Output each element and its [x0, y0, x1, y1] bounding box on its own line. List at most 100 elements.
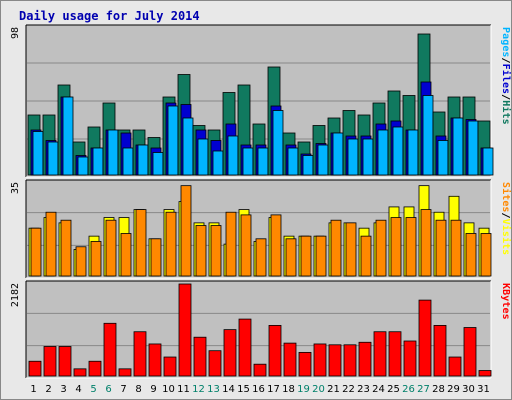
bar-pages-day-12 [197, 138, 209, 176]
bar-pages-day-7 [122, 147, 134, 176]
bar-sites-day-12 [195, 225, 207, 277]
bar-pages-day-16 [257, 147, 269, 176]
bar-pages-day-31 [482, 147, 494, 176]
bar-kbytes-day-9 [148, 343, 162, 377]
bar-pages-day-26 [407, 129, 419, 176]
day-label-12: 12 [192, 384, 205, 395]
bar-pages-day-25 [392, 126, 404, 176]
side-label-part: / [500, 58, 511, 64]
bar-kbytes-day-28 [433, 325, 447, 377]
bar-sites-day-18 [285, 238, 297, 277]
day-label-4: 4 [75, 384, 81, 395]
bar-kbytes-day-13 [208, 350, 222, 377]
bar-kbytes-day-20 [313, 343, 327, 377]
bar-sites-day-21 [330, 219, 342, 277]
bar-kbytes-day-8 [133, 331, 147, 377]
day-label-19: 19 [297, 384, 310, 395]
day-label-6: 6 [105, 384, 111, 395]
day-label-21: 21 [327, 384, 340, 395]
day-label-10: 10 [162, 384, 175, 395]
bar-pages-day-3 [62, 96, 74, 176]
bar-kbytes-day-6 [103, 322, 117, 377]
day-label-25: 25 [387, 384, 400, 395]
bar-kbytes-day-10 [163, 356, 177, 377]
bar-sites-day-28 [435, 219, 447, 277]
max-label-visits_sites: 35 [10, 182, 21, 194]
bar-sites-day-16 [255, 238, 267, 277]
bar-sites-day-17 [270, 214, 282, 277]
side-label-kbytes: KBytes [500, 283, 511, 320]
bar-pages-day-19 [302, 155, 314, 176]
bar-pages-day-22 [347, 138, 359, 176]
bar-pages-day-11 [182, 117, 194, 176]
bar-sites-day-23 [360, 235, 372, 277]
day-label-28: 28 [432, 384, 445, 395]
day-label-20: 20 [312, 384, 325, 395]
bar-sites-day-24 [375, 219, 387, 277]
bar-pages-day-24 [377, 129, 389, 176]
bar-sites-day-19 [300, 235, 312, 277]
bar-pages-day-30 [467, 120, 479, 176]
bar-sites-day-27 [420, 209, 432, 277]
bar-pages-day-14 [227, 135, 239, 176]
bar-pages-day-2 [47, 141, 59, 176]
bar-sites-day-31 [480, 233, 492, 277]
bar-kbytes-day-18 [283, 342, 297, 377]
day-label-5: 5 [90, 384, 96, 395]
side-label-part: Pages [500, 27, 511, 57]
day-label-24: 24 [372, 384, 385, 395]
bar-sites-day-30 [465, 233, 477, 277]
bar-kbytes-day-25 [388, 331, 402, 377]
bar-kbytes-day-23 [358, 341, 372, 377]
bar-sites-day-14 [225, 211, 237, 277]
day-label-23: 23 [357, 384, 370, 395]
bar-pages-day-1 [32, 131, 44, 176]
bar-pages-day-15 [242, 147, 254, 176]
bar-kbytes-day-30 [463, 327, 477, 377]
bar-kbytes-day-5 [88, 360, 102, 377]
side-label-part: KBytes [500, 283, 511, 320]
bar-pages-day-28 [437, 140, 449, 176]
bar-sites-day-13 [210, 225, 222, 277]
bar-sites-day-3 [60, 219, 72, 277]
bar-sites-day-29 [450, 219, 462, 277]
bar-sites-day-10 [165, 211, 177, 277]
bar-pages-day-27 [422, 95, 434, 176]
bar-pages-day-10 [167, 105, 179, 176]
bar-kbytes-day-26 [403, 340, 417, 377]
bar-sites-day-15 [240, 214, 252, 277]
day-label-1: 1 [30, 384, 36, 395]
bar-sites-day-26 [405, 217, 417, 277]
day-label-31: 31 [477, 384, 490, 395]
side-label-part: / [500, 94, 511, 100]
day-label-16: 16 [252, 384, 265, 395]
bar-sites-day-22 [345, 222, 357, 277]
bar-pages-day-17 [272, 110, 284, 176]
bar-sites-day-20 [315, 235, 327, 277]
bar-kbytes-day-15 [238, 318, 252, 377]
chart-title: Daily usage for July 2014 [19, 9, 200, 23]
side-label-part: Files [500, 64, 512, 94]
bar-pages-day-21 [332, 132, 344, 176]
bar-kbytes-day-4 [73, 368, 87, 377]
day-label-2: 2 [45, 384, 51, 395]
day-label-8: 8 [135, 384, 141, 395]
bar-kbytes-day-3 [58, 346, 72, 377]
bar-sites-day-8 [135, 209, 147, 277]
bar-sites-day-25 [390, 217, 402, 277]
bar-pages-day-8 [137, 144, 149, 176]
max-label-kbytes: 2182 [10, 283, 21, 307]
day-label-18: 18 [282, 384, 295, 395]
day-label-26: 26 [402, 384, 415, 395]
bar-sites-day-4 [75, 246, 87, 277]
bar-kbytes-day-19 [298, 351, 312, 377]
bar-sites-day-1 [30, 227, 42, 277]
day-label-30: 30 [462, 384, 475, 395]
side-label-part: / [500, 213, 511, 219]
bar-sites-day-7 [120, 233, 132, 277]
day-label-3: 3 [60, 384, 66, 395]
day-label-15: 15 [237, 384, 250, 395]
side-label-part: Hits [500, 100, 512, 124]
bar-sites-day-9 [150, 238, 162, 277]
